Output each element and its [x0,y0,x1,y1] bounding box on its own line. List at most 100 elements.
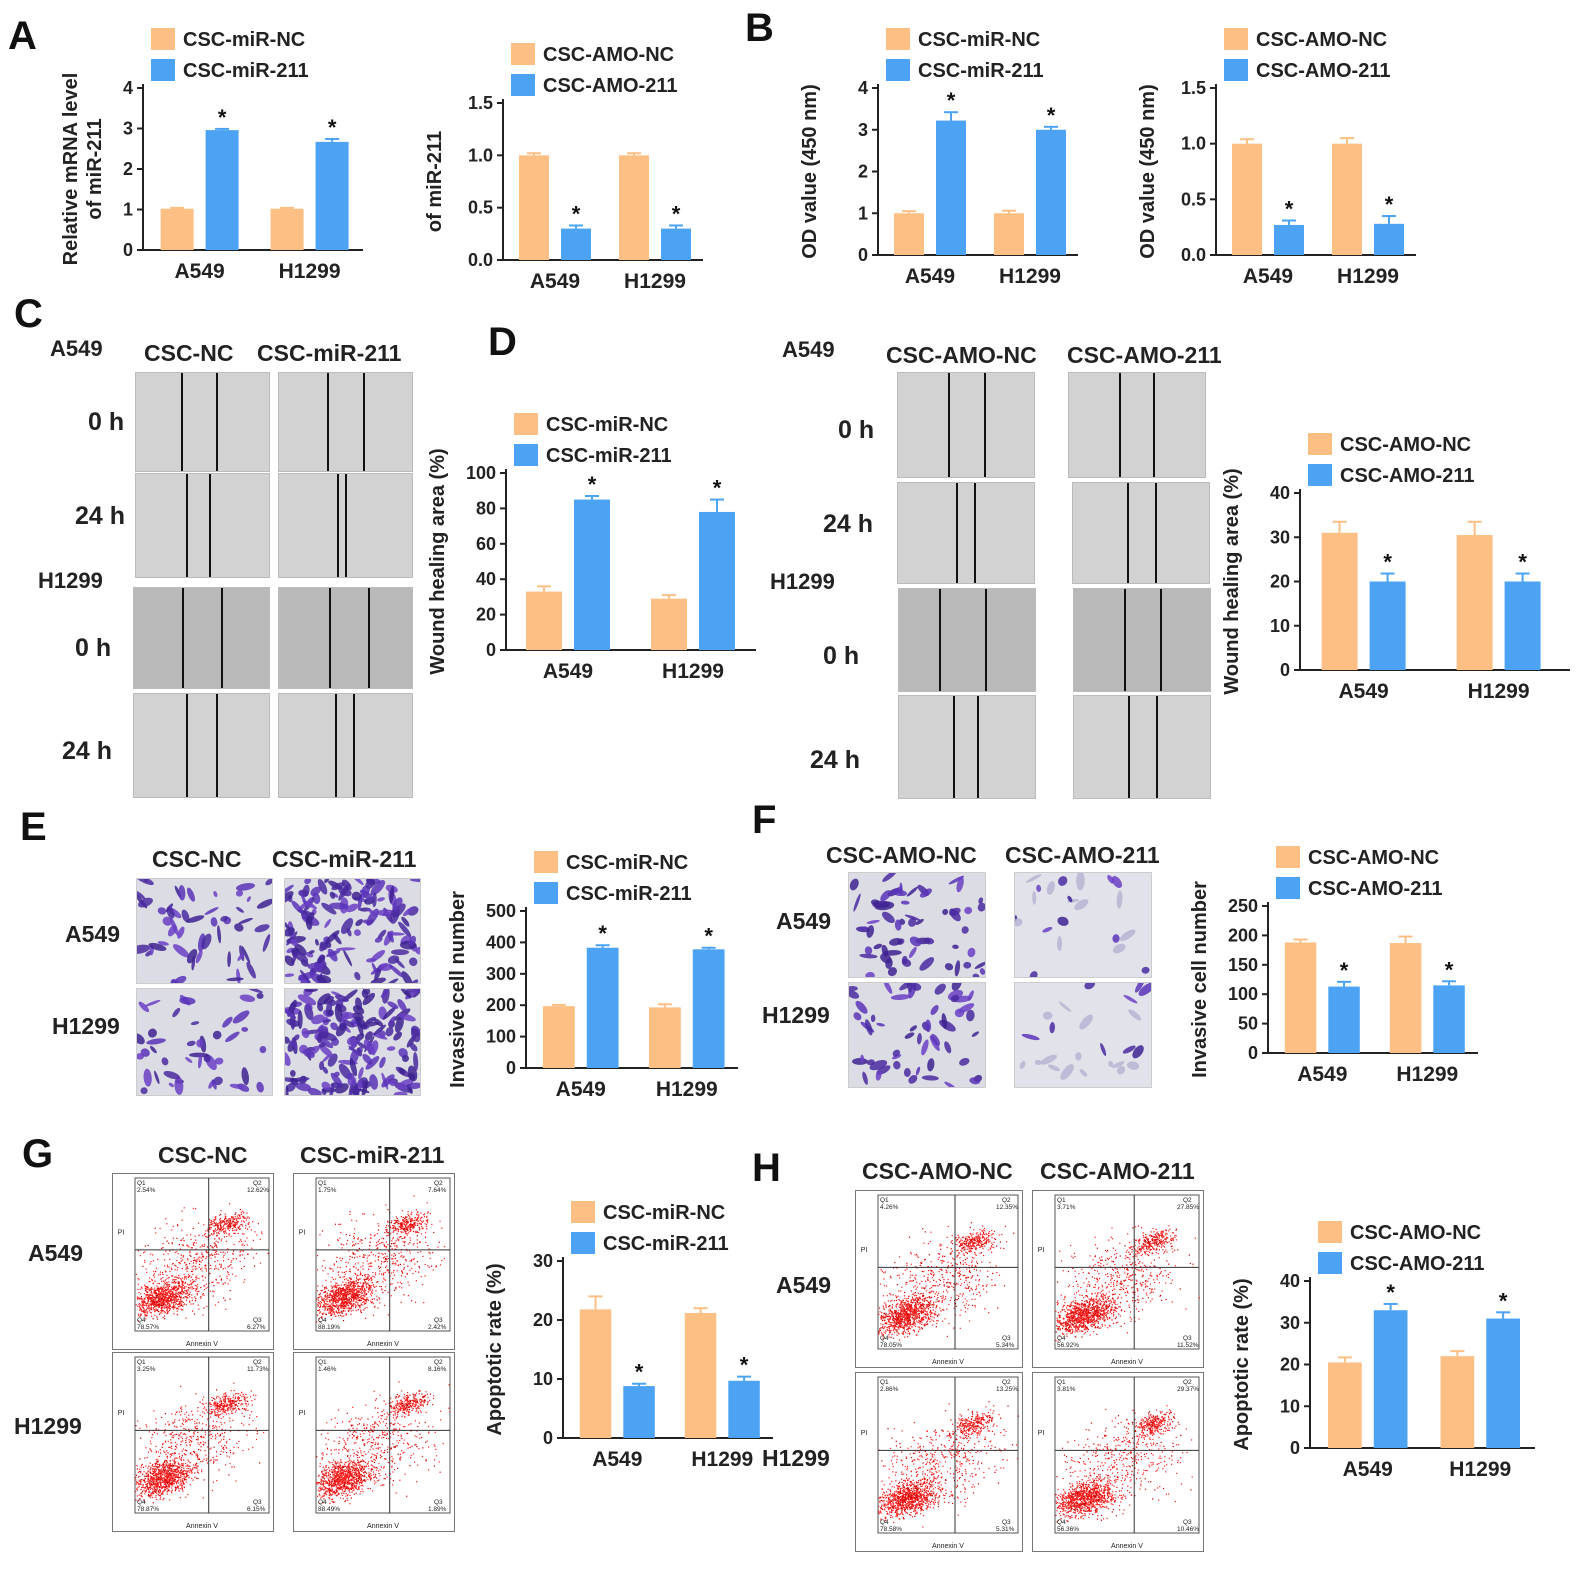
event-dot [166,1293,168,1295]
event-dot [408,1215,410,1217]
event-dot [234,1213,236,1216]
event-dot [366,1287,368,1289]
event-dot [327,1303,329,1305]
stained-cell [978,897,984,904]
event-dot [159,1227,161,1230]
event-dot [324,1309,326,1311]
stained-cell [181,909,190,923]
event-dot [225,1221,228,1223]
event-dot [347,1262,349,1264]
stained-cell [1058,876,1068,886]
event-dot [182,1245,184,1247]
event-dot [391,1240,393,1242]
event-dot [347,1291,349,1293]
event-dot [170,1464,172,1466]
event-dot [174,1301,176,1303]
event-dot [333,1289,335,1291]
event-dot [343,1304,346,1306]
event-dot [329,1305,331,1307]
event-dot [318,1310,320,1312]
event-dot [352,1287,354,1289]
event-dot [155,1477,157,1479]
event-dot [238,1218,240,1220]
event-dot [259,1238,261,1241]
event-dot [164,1478,166,1480]
event-dot [140,1293,142,1295]
event-dot [162,1242,164,1245]
x-tick-label: A549 [905,265,955,288]
event-dot [364,1288,366,1291]
event-dot [220,1213,222,1216]
y-tick-label: 200 [486,995,516,1015]
event-dot [147,1299,149,1301]
event-dot [328,1312,330,1314]
event-dot [166,1313,168,1315]
event-dot [361,1297,363,1299]
event-dot [180,1303,183,1305]
event-dot [346,1298,348,1300]
event-dot [177,1476,179,1479]
event-dot [245,1224,247,1227]
event-dot [321,1316,323,1318]
event-dot [161,1474,164,1476]
event-dot [190,1255,192,1257]
event-dot [369,1289,371,1292]
event-dot [366,1306,368,1309]
event-dot [357,1262,359,1264]
event-dot [247,1216,249,1218]
event-dot [158,1299,161,1301]
stained-cell [298,971,316,981]
event-dot [319,1306,321,1308]
stained-cell [235,882,255,891]
event-dot [359,1294,361,1296]
event-dot [227,1225,229,1227]
event-dot [381,1288,383,1290]
x-tick-label: H1299 [279,260,341,283]
stained-cell [229,1083,244,1089]
event-dot [328,1300,330,1303]
event-dot [160,1468,162,1470]
stained-cell [1042,927,1053,933]
event-dot [223,1221,226,1223]
event-dot [219,1221,221,1223]
event-dot [146,1311,148,1313]
event-dot [163,1297,166,1299]
event-dot [342,1319,345,1322]
event-dot [392,1243,395,1245]
stained-cell [1079,1069,1088,1077]
event-dot [400,1251,402,1253]
stained-cell [354,929,361,936]
event-dot [367,1274,369,1276]
event-dot [177,1291,180,1294]
x-tick-label: H1299 [1468,680,1530,703]
event-dot [231,1273,234,1275]
event-dot [353,1296,355,1299]
stained-cell [925,1019,932,1033]
event-dot [381,1260,383,1263]
event-dot [339,1305,341,1307]
event-dot [239,1260,241,1263]
event-dot [210,1223,212,1225]
event-dot [196,1258,198,1261]
event-dot [357,1302,359,1304]
event-dot [352,1306,354,1308]
event-dot [140,1471,142,1473]
event-dot [168,1466,170,1468]
event-dot [337,1308,339,1310]
event-dot [140,1492,142,1494]
event-dot [163,1483,165,1485]
event-dot [203,1234,206,1236]
event-dot [176,1296,178,1298]
event-dot [167,1469,169,1471]
event-dot [371,1265,373,1267]
event-dot [406,1227,408,1229]
event-dot [174,1478,177,1481]
quadrant-label: Q3 [434,1317,443,1324]
event-dot [393,1227,395,1230]
event-dot [403,1268,405,1270]
event-dot [146,1486,149,1488]
event-dot [212,1254,214,1256]
event-dot [339,1276,341,1279]
stained-cell [1042,1011,1053,1020]
stained-cell [900,900,910,905]
